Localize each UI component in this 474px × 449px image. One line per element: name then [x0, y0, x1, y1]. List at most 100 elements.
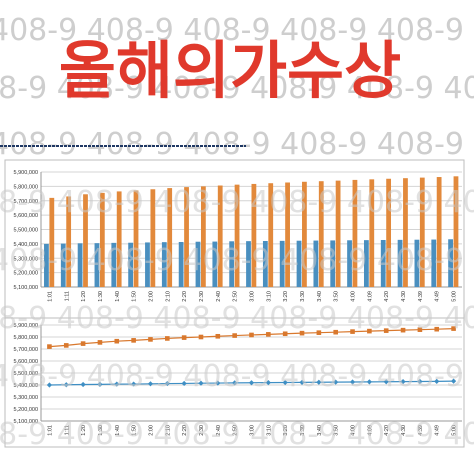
bar	[246, 241, 251, 287]
bar	[386, 178, 392, 287]
data-point	[114, 338, 120, 344]
data-point	[46, 382, 53, 388]
x-tick-label: 3:00	[250, 291, 256, 302]
data-point	[266, 332, 271, 337]
bar	[347, 240, 352, 287]
x-tick-label: 2:50	[233, 425, 239, 436]
y-tick-label: 5,900,000	[14, 323, 38, 329]
bar	[352, 179, 358, 287]
bar	[369, 179, 375, 287]
bar	[66, 196, 72, 287]
data-point	[299, 379, 305, 385]
line-chart: 5,100,000 5,200,000 5,300,000 5,400,000 5,50…	[4, 317, 465, 448]
data-point	[148, 337, 153, 342]
bar	[296, 240, 302, 287]
y-tick-label: 5,500,000	[14, 228, 38, 234]
bar	[212, 241, 218, 287]
x-tick-label: 1:50	[132, 291, 138, 302]
x-tick-label: 2:10	[165, 425, 171, 436]
y-tick-label: 5,800,000	[14, 335, 38, 341]
bar	[363, 240, 369, 287]
bar	[251, 183, 257, 287]
bar	[419, 177, 425, 287]
data-point	[333, 329, 338, 335]
data-point	[316, 379, 322, 385]
y-tick-label: 5,100,000	[14, 285, 38, 291]
bar	[414, 239, 420, 287]
data-point	[232, 333, 237, 338]
data-point	[215, 380, 221, 386]
data-point	[417, 327, 423, 332]
data-point	[80, 381, 86, 388]
x-tick-label: 3:10	[266, 291, 272, 302]
y-tick-label: 5,900,000	[14, 170, 38, 176]
bar-chart-bars	[44, 176, 459, 287]
y-tick-label: 5,200,000	[14, 271, 38, 277]
x-tick-label: 4:00	[351, 291, 357, 302]
data-point	[316, 330, 322, 335]
line-chart-x-axis: 1:01 1:11 1:20 1:30 1:40 1:50 2:00 2:10 2:20 2:30…	[47, 425, 457, 436]
y-tick-label: 5,200,000	[14, 407, 38, 413]
watermark-text: 408-9 408-9 408-9 408-9 408-9 408-9	[0, 301, 474, 336]
x-tick-label: 5:00	[452, 425, 458, 436]
data-point	[451, 326, 456, 331]
bar	[195, 241, 201, 287]
y-tick-label: 5,700,000	[14, 347, 38, 353]
y-tick-label: 5,500,000	[14, 371, 38, 377]
x-tick-label: 2:40	[216, 425, 222, 436]
bar-chart-y-axis: 5,100,000 5,200,000 5,300,000 5,400,000 5,50…	[14, 170, 38, 291]
x-tick-label: 2:20	[182, 291, 188, 302]
data-point	[63, 343, 69, 348]
x-tick-label: 3:10	[266, 425, 272, 436]
x-tick-label: 4:20	[384, 291, 390, 302]
x-tick-label: 1:11	[64, 425, 70, 435]
data-point	[114, 381, 120, 387]
y-tick-label: 5,800,000	[14, 184, 38, 190]
y-tick-label: 5,300,000	[14, 256, 38, 262]
x-tick-label: 5:00	[452, 291, 458, 302]
data-point	[367, 328, 372, 334]
watermark-text: 408-9 408-9 408-9 408-9 408-9 408-9	[0, 127, 474, 162]
bar	[453, 176, 459, 287]
data-point	[181, 380, 187, 387]
data-point	[282, 379, 288, 386]
bar	[313, 240, 319, 287]
x-tick-label: 2:00	[148, 291, 154, 302]
y-tick-label: 5,600,000	[14, 359, 38, 365]
data-point	[383, 328, 389, 333]
x-tick-label: 3:20	[283, 425, 289, 436]
x-tick-label: 1:11	[64, 291, 70, 301]
data-point	[400, 379, 406, 385]
x-tick-label: 3:00	[250, 425, 256, 436]
x-tick-label: 1:01	[47, 291, 53, 302]
data-point	[434, 326, 440, 332]
title: 올해의가수상	[59, 34, 401, 107]
bar	[448, 239, 453, 287]
x-tick-label: 2:40	[216, 291, 222, 302]
watermark-text: 408-9 408-9 408-9 408-9 408-9 408-9	[0, 243, 474, 278]
x-tick-label: 2:30	[199, 291, 205, 302]
bar	[44, 243, 49, 287]
bar	[217, 185, 223, 287]
bar	[77, 243, 83, 287]
data-point	[63, 382, 69, 388]
bar	[167, 188, 173, 287]
bar	[397, 239, 403, 287]
data-point	[349, 379, 356, 385]
x-tick-label: 1:20	[81, 291, 87, 302]
bar	[302, 181, 307, 287]
x-tick-label: 2:20	[182, 425, 188, 436]
bar	[436, 177, 442, 287]
data-point	[198, 334, 204, 340]
bar	[234, 184, 240, 287]
data-point	[232, 380, 238, 386]
data-point	[383, 379, 389, 385]
data-point	[350, 329, 355, 334]
data-point	[450, 378, 457, 384]
y-tick-label: 5,600,000	[14, 213, 38, 219]
data-point	[47, 344, 52, 349]
x-tick-label: 3:30	[300, 425, 306, 436]
bar	[229, 241, 235, 287]
y-tick-label: 5,400,000	[14, 383, 38, 389]
